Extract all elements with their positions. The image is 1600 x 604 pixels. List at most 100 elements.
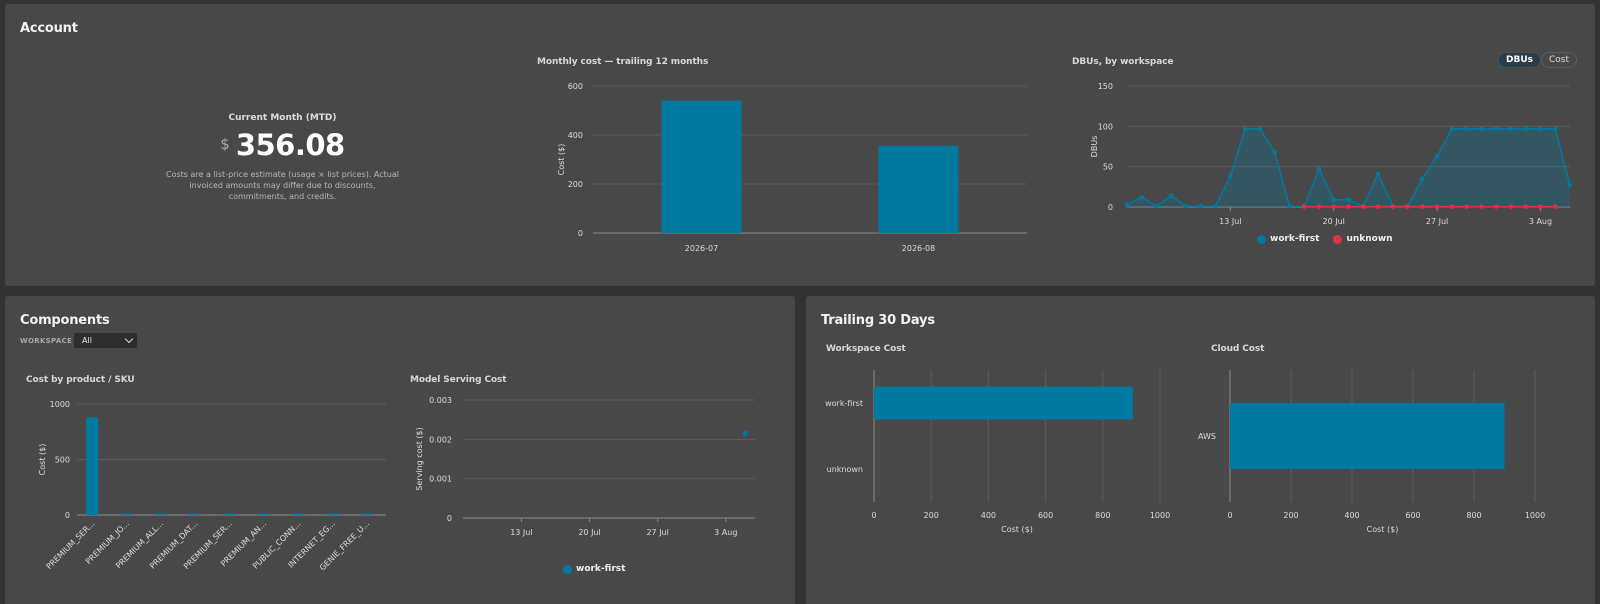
- sku-chart-title: Cost by product / SKU: [26, 375, 135, 385]
- y-tick-label: 500: [55, 456, 70, 465]
- y-tick-label: 200: [568, 180, 583, 189]
- data-point: [1346, 197, 1351, 203]
- data-point: [1449, 204, 1455, 209]
- bar: [154, 513, 167, 515]
- workspace-cost-chart: 0 200 400 600 800 1000 work-first unknown Cost (…: [825, 370, 1170, 534]
- bar: [661, 100, 742, 233]
- cloud-cost-title: Cloud Cost: [1211, 344, 1265, 354]
- bar: [189, 513, 202, 515]
- y-tick-label: 0.001: [429, 475, 452, 484]
- data-point: [1228, 174, 1233, 179]
- y-tick-label: 1000: [50, 400, 70, 409]
- bar: [86, 417, 99, 515]
- account-panel: Account Current Month (MTD) $356.08 Cost…: [5, 4, 1595, 286]
- data-point: [1405, 204, 1410, 209]
- x-tick-label: 200: [1283, 511, 1298, 520]
- x-tick-label: 27 Jul: [646, 528, 668, 537]
- workspace-select-value: All: [82, 336, 92, 345]
- components-title: Components: [20, 313, 110, 328]
- x-tick-label: 0: [871, 511, 876, 520]
- data-point: [1538, 126, 1543, 132]
- account-title: Account: [20, 21, 78, 36]
- bar: [292, 513, 305, 515]
- data-point: [1552, 126, 1558, 132]
- bar: [120, 513, 133, 515]
- data-point: [1154, 203, 1159, 209]
- data-point: [1331, 204, 1337, 209]
- data-point: [1464, 204, 1469, 209]
- serving-chart-title: Model Serving Cost: [410, 375, 507, 385]
- x-tick-label: 800: [1466, 511, 1481, 520]
- bar: [223, 513, 236, 515]
- data-point: [1434, 153, 1440, 159]
- x-tick-label: 400: [1344, 511, 1359, 520]
- data-point: [1523, 204, 1528, 209]
- legend-label: work-first: [1270, 234, 1320, 244]
- y-axis-label: Cost ($): [557, 144, 566, 176]
- data-point: [1316, 166, 1322, 172]
- x-tick-label: 13 Jul: [510, 528, 532, 537]
- data-point: [1272, 149, 1277, 155]
- toggle-cost-button[interactable]: Cost: [1541, 52, 1578, 68]
- series-area-work-first: [1127, 128, 1570, 207]
- bar: [326, 513, 339, 515]
- data-point: [1198, 203, 1204, 209]
- y-tick-label: 150: [1098, 82, 1113, 91]
- data-point: [1346, 204, 1351, 209]
- toggle-dbus-button[interactable]: DBUs: [1498, 52, 1541, 68]
- x-axis-label: Cost ($): [1367, 525, 1399, 534]
- bar: [874, 386, 1133, 420]
- data-point: [1242, 126, 1248, 132]
- x-tick-label: 600: [1405, 511, 1420, 520]
- y-tick-label: 600: [568, 82, 583, 91]
- serving-legend: work-first: [563, 564, 625, 574]
- y-tick-label: unknown: [827, 465, 863, 474]
- data-point: [1124, 202, 1130, 207]
- x-tick-label: 800: [1095, 511, 1110, 520]
- x-tick-label: 3 Aug: [1529, 217, 1552, 226]
- bar: [257, 513, 270, 515]
- y-tick-label: 0.003: [429, 396, 452, 405]
- y-tick-label: 0.002: [429, 435, 452, 444]
- dbus-legend: work-first unknown: [1257, 234, 1393, 244]
- monthly-cost-chart: 0 200 400 600 2026-07 2026-08 Cost ($): [557, 82, 1027, 253]
- y-tick-label: 0: [447, 514, 452, 523]
- y-tick-label: 100: [1098, 122, 1113, 131]
- data-point: [1169, 193, 1174, 199]
- data-point: [1420, 204, 1425, 209]
- legend-item-unknown[interactable]: unknown: [1333, 234, 1393, 244]
- data-point: [1301, 204, 1307, 209]
- x-tick-label: 20 Jul: [1323, 217, 1345, 226]
- legend-item-work-first[interactable]: work-first: [563, 564, 625, 574]
- workspace-filter-label: WORKSPACE: [20, 337, 73, 345]
- data-point: [1375, 171, 1381, 177]
- x-tick-label: 400: [981, 511, 996, 520]
- data-point: [1479, 204, 1484, 209]
- dbus-chart: 0 50 100 150 13 Jul 20 Jul 27 Jul 3 Aug DBUs: [1090, 82, 1573, 226]
- y-tick-label: 0: [65, 511, 70, 520]
- dbus-chart-title: DBUs, by workspace: [1072, 57, 1174, 67]
- trailing-title: Trailing 30 Days: [821, 313, 935, 328]
- legend-label: work-first: [576, 564, 626, 574]
- data-point: [1567, 182, 1573, 188]
- data-point: [1523, 126, 1528, 132]
- data-point: [1479, 126, 1484, 132]
- data-point: [1316, 204, 1322, 209]
- sku-chart: 05001000PREMIUM_SER...PREMIUM_JO...PREMI…: [38, 400, 386, 572]
- data-point: [1493, 204, 1499, 209]
- data-point: [1508, 204, 1514, 209]
- data-point: [1257, 126, 1263, 132]
- workspace-select[interactable]: All: [74, 333, 137, 348]
- x-tick-label: 2026-08: [902, 244, 935, 253]
- x-tick-label: 27 Jul: [1426, 217, 1448, 226]
- data-point: [1420, 176, 1425, 182]
- data-point: [1464, 126, 1469, 132]
- bar: [878, 145, 959, 233]
- data-point: [1538, 204, 1543, 209]
- legend-item-work-first[interactable]: work-first: [1257, 234, 1319, 244]
- monthly-cost-title: Monthly cost — trailing 12 months: [537, 57, 709, 67]
- bar: [360, 513, 373, 515]
- legend-dot: [563, 564, 572, 574]
- trailing-panel: Trailing 30 Days Workspace Cost 0 200 400 6…: [806, 296, 1595, 604]
- x-tick-label: 20 Jul: [578, 528, 600, 537]
